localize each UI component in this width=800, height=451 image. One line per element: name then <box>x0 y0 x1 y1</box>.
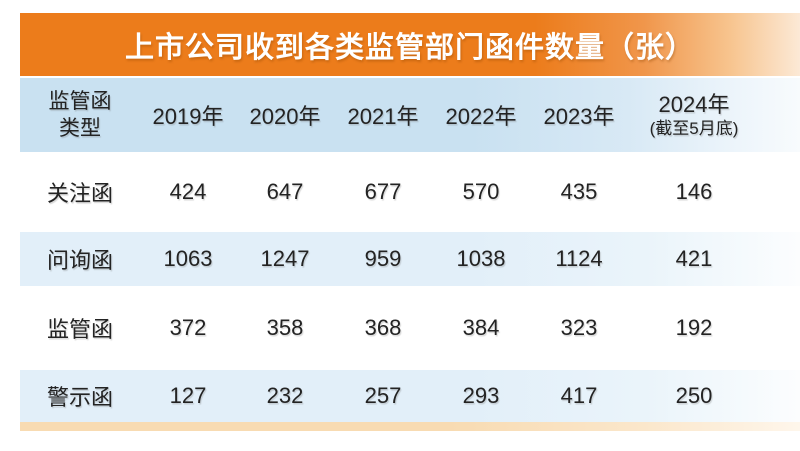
value-cell: 127 <box>169 383 207 408</box>
bottom-accent-bar <box>20 422 800 431</box>
table-row-jianguanhan: 监管函 372 358 368 384 323 192 <box>20 286 800 370</box>
value-cell: 421 <box>675 246 713 271</box>
header-cell-year-2019: 2019年 <box>152 104 224 129</box>
table-row-wenxunhan: 问询函 1063 1247 959 1038 1124 421 <box>20 232 800 286</box>
header-cell-year-2021: 2021年 <box>347 104 419 129</box>
value-cell: 570 <box>462 179 500 204</box>
data-table: 监管函 类型 2019年 2020年 2021年 2022年 2023年 202… <box>20 78 800 422</box>
table-header-row: 监管函 类型 2019年 2020年 2021年 2022年 2023年 202… <box>20 78 800 152</box>
header-cell-year-2020: 2020年 <box>249 104 321 129</box>
row-label: 关注函 <box>46 181 113 206</box>
value-cell: 368 <box>364 315 402 340</box>
header-year-2024-note: (截至5月底) <box>649 119 739 139</box>
value-cell: 384 <box>462 315 500 340</box>
value-cell: 372 <box>169 315 207 340</box>
header-year-2024-label: 2024年 <box>658 91 730 117</box>
value-cell: 1247 <box>260 246 310 271</box>
header-cell-year-2023: 2023年 <box>543 104 615 129</box>
value-cell: 358 <box>266 315 304 340</box>
header-cell-type: 监管函 类型 <box>48 89 112 140</box>
value-cell: 677 <box>364 179 402 204</box>
value-cell: 1038 <box>456 246 506 271</box>
row-label: 问询函 <box>46 248 113 273</box>
value-cell: 323 <box>560 315 598 340</box>
header-cell-year-2022: 2022年 <box>445 104 517 129</box>
value-cell: 959 <box>364 246 402 271</box>
table-row-guanzhuhan: 关注函 424 647 677 570 435 146 <box>20 152 800 232</box>
header-cell-year-2024: 2024年 (截至5月底) <box>628 91 760 140</box>
value-cell: 293 <box>462 383 500 408</box>
value-cell: 417 <box>560 383 598 408</box>
row-label: 监管函 <box>46 317 113 342</box>
table-row-jingshihan: 警示函 127 232 257 293 417 250 <box>20 370 800 422</box>
value-cell: 1124 <box>555 246 603 271</box>
value-cell: 250 <box>675 383 713 408</box>
value-cell: 424 <box>169 179 207 204</box>
value-cell: 435 <box>560 179 598 204</box>
value-cell: 257 <box>364 383 402 408</box>
value-cell: 192 <box>675 315 713 340</box>
row-label: 警示函 <box>46 385 113 410</box>
value-cell: 647 <box>266 179 304 204</box>
value-cell: 232 <box>266 383 304 408</box>
chart-title: 上市公司收到各类监管部门函件数量（张） <box>124 31 695 64</box>
value-cell: 1063 <box>163 246 213 271</box>
value-cell: 146 <box>675 179 713 204</box>
title-banner: 上市公司收到各类监管部门函件数量（张） <box>20 13 800 76</box>
